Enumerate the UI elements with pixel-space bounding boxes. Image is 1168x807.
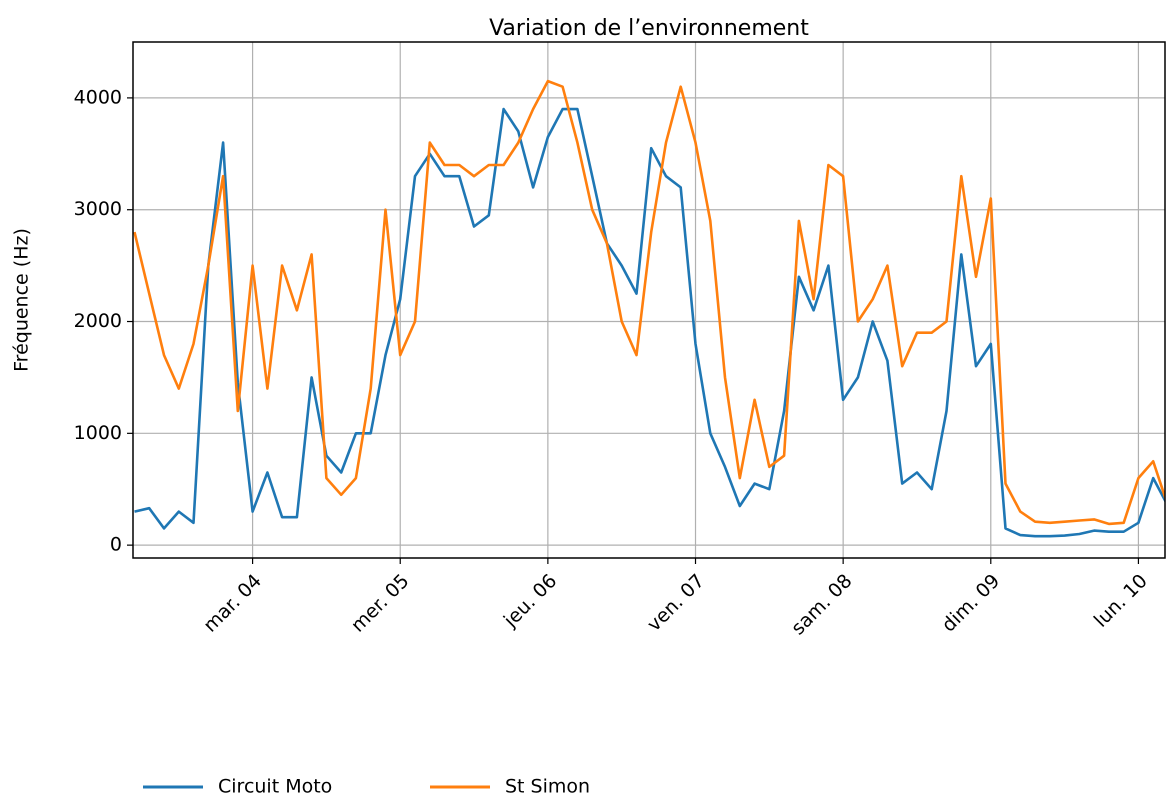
y-tick-label: 4000 [74,86,122,108]
x-tick-label: mer. 05 [347,570,414,637]
chart-title: Variation de l’environnement [489,16,809,41]
series-line [135,109,1168,536]
y-tick-label: 0 [110,534,122,556]
x-tick-label: ven. 07 [643,570,709,636]
plot-lines [135,81,1168,536]
y-tick-label: 1000 [74,422,122,444]
x-tick-label: sam. 08 [787,570,857,640]
y-tick-label: 3000 [74,198,122,220]
plot-frame [133,42,1165,558]
y-axis-label: Fréquence (Hz) [11,228,33,372]
x-tick-label: jeu. 06 [499,570,561,632]
x-tick-label: dim. 09 [938,570,1005,637]
x-tick-label: mar. 04 [199,570,266,637]
y-tick-label: 2000 [74,310,122,332]
x-tick-label: lun. 10 [1090,570,1152,632]
legend-label: St Simon [505,776,590,798]
legend-label: Circuit Moto [218,776,332,798]
